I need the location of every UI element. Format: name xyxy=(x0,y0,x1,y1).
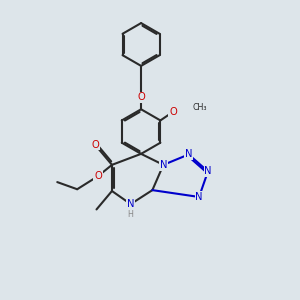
Text: CH₃: CH₃ xyxy=(192,103,207,112)
Text: H: H xyxy=(128,210,134,219)
Text: O: O xyxy=(94,171,102,181)
Text: N: N xyxy=(204,167,212,176)
Text: N: N xyxy=(160,160,167,170)
Text: N: N xyxy=(185,149,192,160)
Text: N: N xyxy=(195,192,203,202)
Text: O: O xyxy=(137,92,145,102)
Text: O: O xyxy=(91,140,99,150)
Text: O: O xyxy=(169,107,177,117)
Text: N: N xyxy=(127,199,134,209)
